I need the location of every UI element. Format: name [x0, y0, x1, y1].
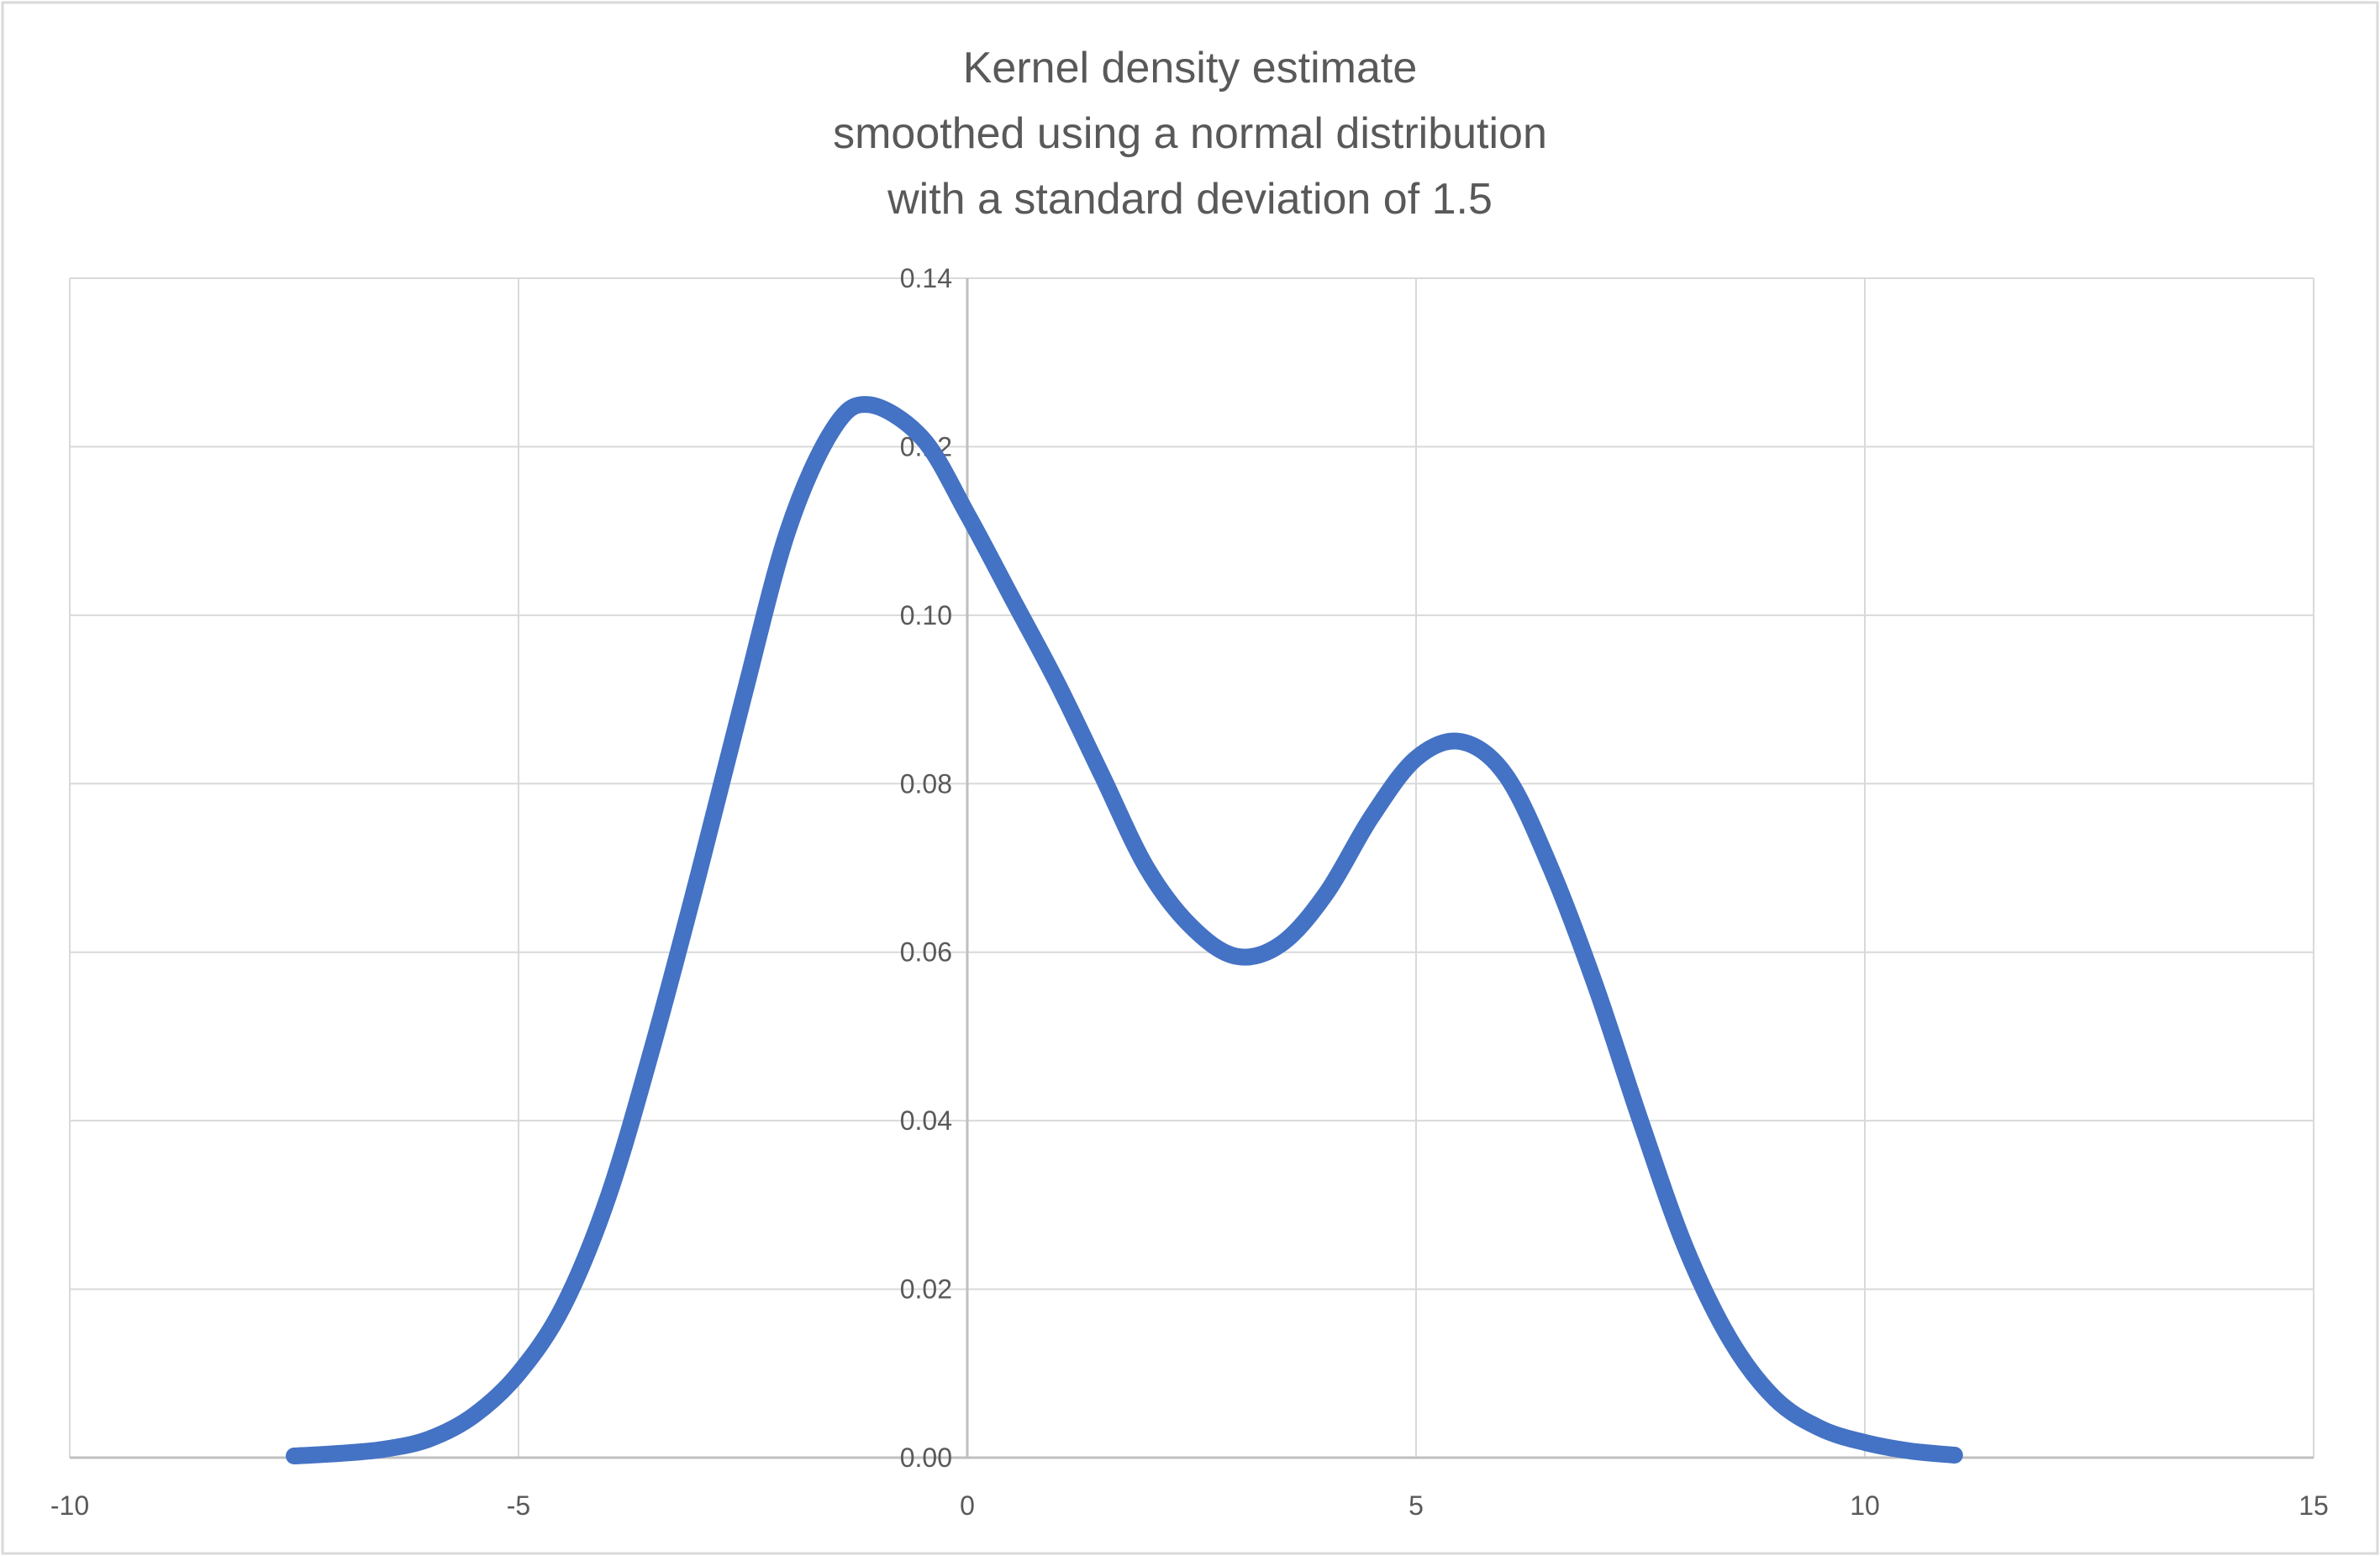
chart-title-line-3: with a standard deviation of 1.5 — [887, 175, 1493, 224]
y-tick-label: 0.10 — [900, 600, 952, 630]
x-tick-label: -10 — [50, 1490, 89, 1521]
density-curve — [286, 396, 1963, 1464]
y-tick-label: 0.04 — [900, 1105, 952, 1136]
x-tick-label: 0 — [960, 1490, 975, 1521]
chart-title-line-2: smoothed using a normal distribution — [833, 109, 1547, 158]
y-tick-label: 0.08 — [900, 768, 952, 799]
gridlines — [69, 277, 2314, 1458]
y-tick-label: 0.14 — [900, 263, 952, 293]
x-tick-label: 5 — [1409, 1490, 1424, 1521]
x-tick-label: 15 — [2298, 1490, 2329, 1521]
y-tick-label: 0.02 — [900, 1274, 952, 1305]
x-tick-label: -5 — [507, 1490, 530, 1521]
y-tick-label: 0.00 — [900, 1443, 952, 1473]
x-tick-label: 10 — [1850, 1490, 1880, 1521]
chart-title-line-1: Kernel density estimate — [963, 44, 1418, 92]
y-tick-label: 0.06 — [900, 937, 952, 968]
